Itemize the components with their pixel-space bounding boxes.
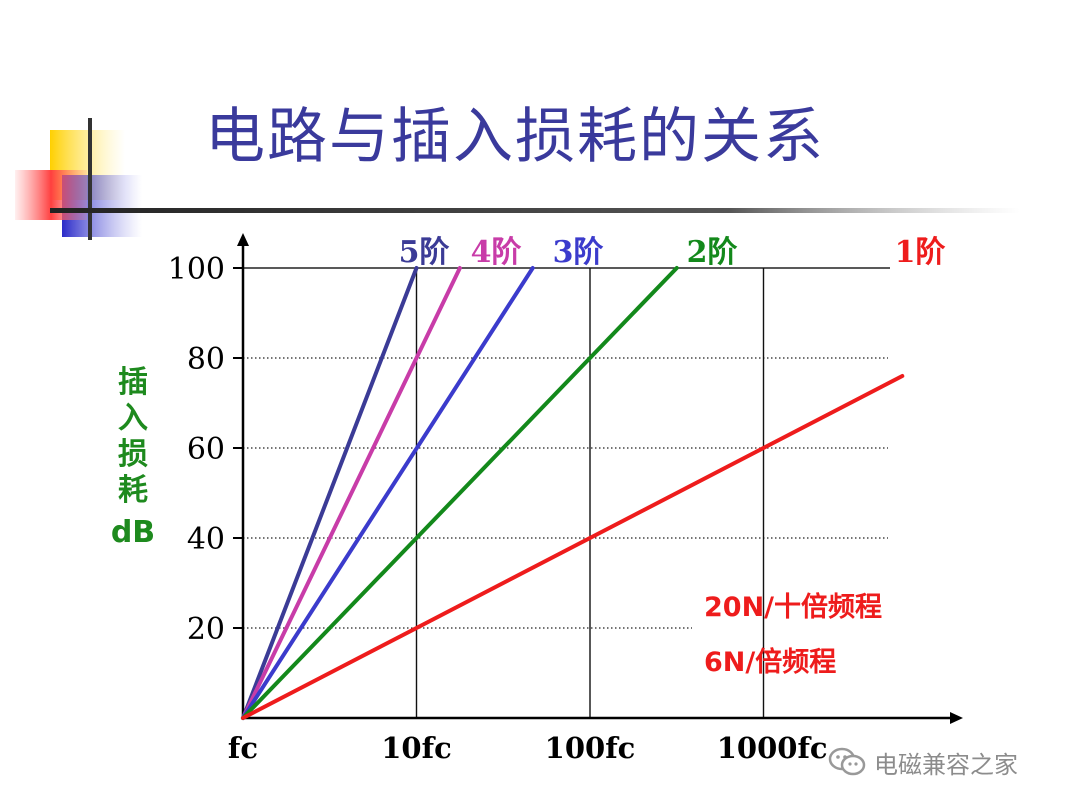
y-tick-label-40: 40: [187, 522, 225, 557]
series-label-order-1: 1阶: [895, 235, 946, 270]
series-label-order-5: 5阶: [399, 235, 450, 270]
y-axis-arrow: [237, 233, 249, 246]
y-tick-label-60: 60: [187, 432, 225, 467]
y-axis-unit: dB: [110, 515, 156, 550]
deco-horizontal-rule: [50, 208, 1020, 213]
x-tick-label-fc: fc: [228, 731, 258, 765]
y-tick-label-20: 20: [187, 612, 225, 647]
annotation-decade: 20N/十倍频程: [704, 592, 883, 623]
slide-title: 电路与插入损耗的关系: [205, 102, 825, 172]
axes-layer: [233, 233, 963, 724]
series-line-order-5: [241, 266, 419, 720]
watermark-text: 电磁兼容之家: [874, 750, 1018, 779]
series-line-order-2: [241, 266, 679, 720]
series-line-order-3: [241, 266, 535, 720]
watermark: 电磁兼容之家: [828, 742, 1018, 782]
grid-layer: [243, 267, 890, 718]
series-label-order-3: 3阶: [553, 235, 604, 270]
y-tick-label-100: 100: [168, 252, 225, 287]
series-layer: [241, 266, 905, 720]
x-tick-label-10fc: 10fc: [381, 731, 452, 765]
annotation-octave: 6N/倍频程: [704, 647, 837, 678]
x-axis-arrow: [950, 712, 963, 724]
series-label-order-2: 2阶: [687, 235, 738, 270]
y-axis-title: 插入损耗: [118, 365, 148, 508]
y-tick-label-80: 80: [187, 342, 225, 377]
decorative-logo: [15, 118, 1020, 240]
deco-vertical-line: [88, 118, 92, 240]
y-axis-label: 插入损耗 dB: [108, 365, 158, 551]
labels-layer: 100 80 60 40 20 fc 10fc 100fc 1000fc 5阶 4阶 3阶 2阶 1阶: [168, 235, 946, 765]
series-label-order-4: 4阶: [471, 235, 522, 270]
x-tick-label-100fc: 100fc: [545, 731, 636, 765]
series-line-order-4: [241, 266, 462, 720]
series-line-order-1: [241, 374, 905, 720]
wechat-icon: [828, 747, 866, 776]
x-tick-label-1000fc: 1000fc: [717, 731, 828, 765]
